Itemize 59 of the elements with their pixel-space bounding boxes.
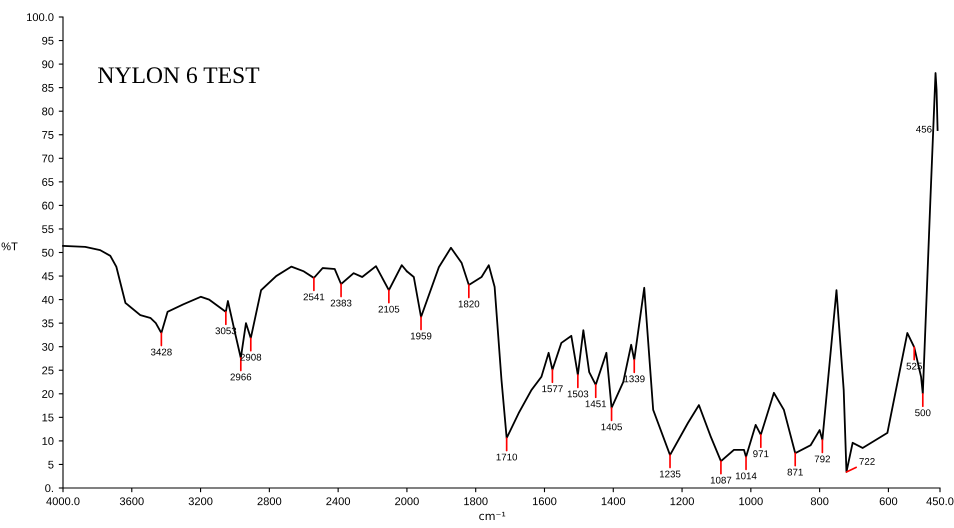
x-tick-label: 1400 bbox=[602, 497, 626, 506]
annotation: 1959 bbox=[410, 332, 432, 340]
y-tick-label: 35 bbox=[42, 319, 54, 328]
x-tick-label: 2400 bbox=[326, 497, 350, 506]
y-axis-title: %T bbox=[2, 242, 18, 250]
y-tick-label: 70 bbox=[42, 154, 54, 162]
annotation: 1235 bbox=[660, 470, 680, 478]
y-tick-label: 65 bbox=[42, 178, 54, 186]
x-tick-label: 1600 bbox=[532, 497, 556, 506]
y-tick-label: 85 bbox=[42, 84, 54, 92]
annotation: 722 bbox=[859, 458, 875, 465]
x-tick-label: 3600 bbox=[120, 497, 144, 506]
annotation: 1451 bbox=[586, 400, 606, 408]
annotation: 500 bbox=[915, 409, 931, 416]
annotation: 2383 bbox=[330, 300, 352, 306]
annotation: 1820 bbox=[458, 300, 480, 308]
annotation: 1710 bbox=[496, 454, 518, 460]
y-tick-label: 55 bbox=[42, 225, 54, 234]
x-tick-label: 450.0 bbox=[926, 497, 954, 506]
x-tick-label: 1800 bbox=[464, 497, 488, 506]
x-tick-label: 600 bbox=[880, 497, 898, 506]
y-tick-label: 5 bbox=[48, 460, 54, 469]
annotation: 1014 bbox=[736, 472, 757, 480]
annotation: 971 bbox=[753, 450, 768, 458]
y-tick-label: 95 bbox=[42, 36, 54, 45]
x-tick-label: 800 bbox=[810, 497, 828, 506]
annotation: 456 bbox=[916, 126, 932, 133]
y-tick-label: 75 bbox=[42, 131, 54, 139]
y-tick-label: 100.0 bbox=[27, 13, 54, 22]
text: NYLON 6 TEST bbox=[98, 67, 260, 84]
x-tick-label: 3200 bbox=[188, 497, 212, 506]
y-tick-label: 60 bbox=[42, 202, 54, 210]
annotation: 1405 bbox=[601, 423, 622, 430]
x-tick-label: 4000.0 bbox=[46, 497, 80, 506]
x-tick-label: 2000 bbox=[395, 497, 419, 506]
x-axis-title: cm⁻¹ bbox=[479, 512, 506, 520]
annotation: 871 bbox=[788, 468, 803, 476]
annotation: 2105 bbox=[378, 306, 400, 313]
y-tick-label: 45 bbox=[42, 272, 54, 280]
x-tick-label: 1000 bbox=[739, 497, 763, 506]
annotation: 1087 bbox=[710, 476, 732, 484]
x-tick-label: 2800 bbox=[258, 497, 282, 506]
y-tick-label: 80 bbox=[42, 107, 54, 116]
y-tick-label: 15 bbox=[42, 414, 54, 422]
y-tick-label: 25 bbox=[42, 366, 54, 374]
y-tick-label: 30 bbox=[42, 342, 54, 351]
y-tick-label: 90 bbox=[42, 60, 54, 68]
y-tick-label: 40 bbox=[42, 296, 54, 304]
annotation: 1577 bbox=[542, 385, 563, 392]
x-tick-label: 1200 bbox=[670, 497, 694, 506]
annotation: 3428 bbox=[150, 348, 172, 356]
annotation: 2966 bbox=[230, 374, 252, 380]
annotation: 1503 bbox=[568, 390, 588, 398]
annotation: 792 bbox=[814, 455, 830, 462]
y-tick-label: 20 bbox=[42, 390, 54, 398]
annotation: 2541 bbox=[304, 293, 324, 300]
y-tick-label: 50 bbox=[42, 248, 54, 257]
y-tick-label: 0. bbox=[45, 484, 53, 492]
y-tick-label: 10 bbox=[42, 437, 54, 446]
